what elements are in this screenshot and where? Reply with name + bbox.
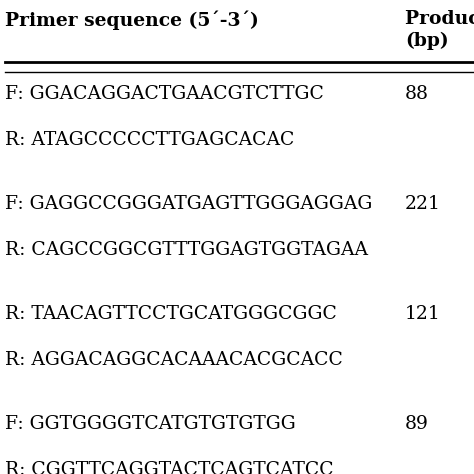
Text: R: TAACAGTTCCTGCATGGGCGGC: R: TAACAGTTCCTGCATGGGCGGC	[5, 305, 337, 323]
Text: (bp): (bp)	[405, 32, 448, 50]
Text: Product size: Product size	[405, 10, 474, 28]
Text: 121: 121	[405, 305, 441, 323]
Text: R: CAGCCGGCGTTTGGAGTGGTAGAA: R: CAGCCGGCGTTTGGAGTGGTAGAA	[5, 241, 368, 259]
Text: R: CGGTTCAGGTACTCAGTCATCC: R: CGGTTCAGGTACTCAGTCATCC	[5, 461, 334, 474]
Text: F: GGACAGGACTGAACGTCTTGC: F: GGACAGGACTGAACGTCTTGC	[5, 85, 324, 103]
Text: R: AGGACAGGCACAAACACGCACC: R: AGGACAGGCACAAACACGCACC	[5, 351, 343, 369]
Text: F: GGTGGGGTCATGTGTGTGG: F: GGTGGGGTCATGTGTGTGG	[5, 415, 296, 433]
Text: 89: 89	[405, 415, 429, 433]
Text: 88: 88	[405, 85, 429, 103]
Text: R: ATAGCCCCCTTGAGCACAC: R: ATAGCCCCCTTGAGCACAC	[5, 131, 294, 149]
Text: Primer sequence (5´-3´): Primer sequence (5´-3´)	[5, 10, 259, 29]
Text: 221: 221	[405, 195, 441, 213]
Text: F: GAGGCCGGGATGAGTTGGGAGGAG: F: GAGGCCGGGATGAGTTGGGAGGAG	[5, 195, 373, 213]
